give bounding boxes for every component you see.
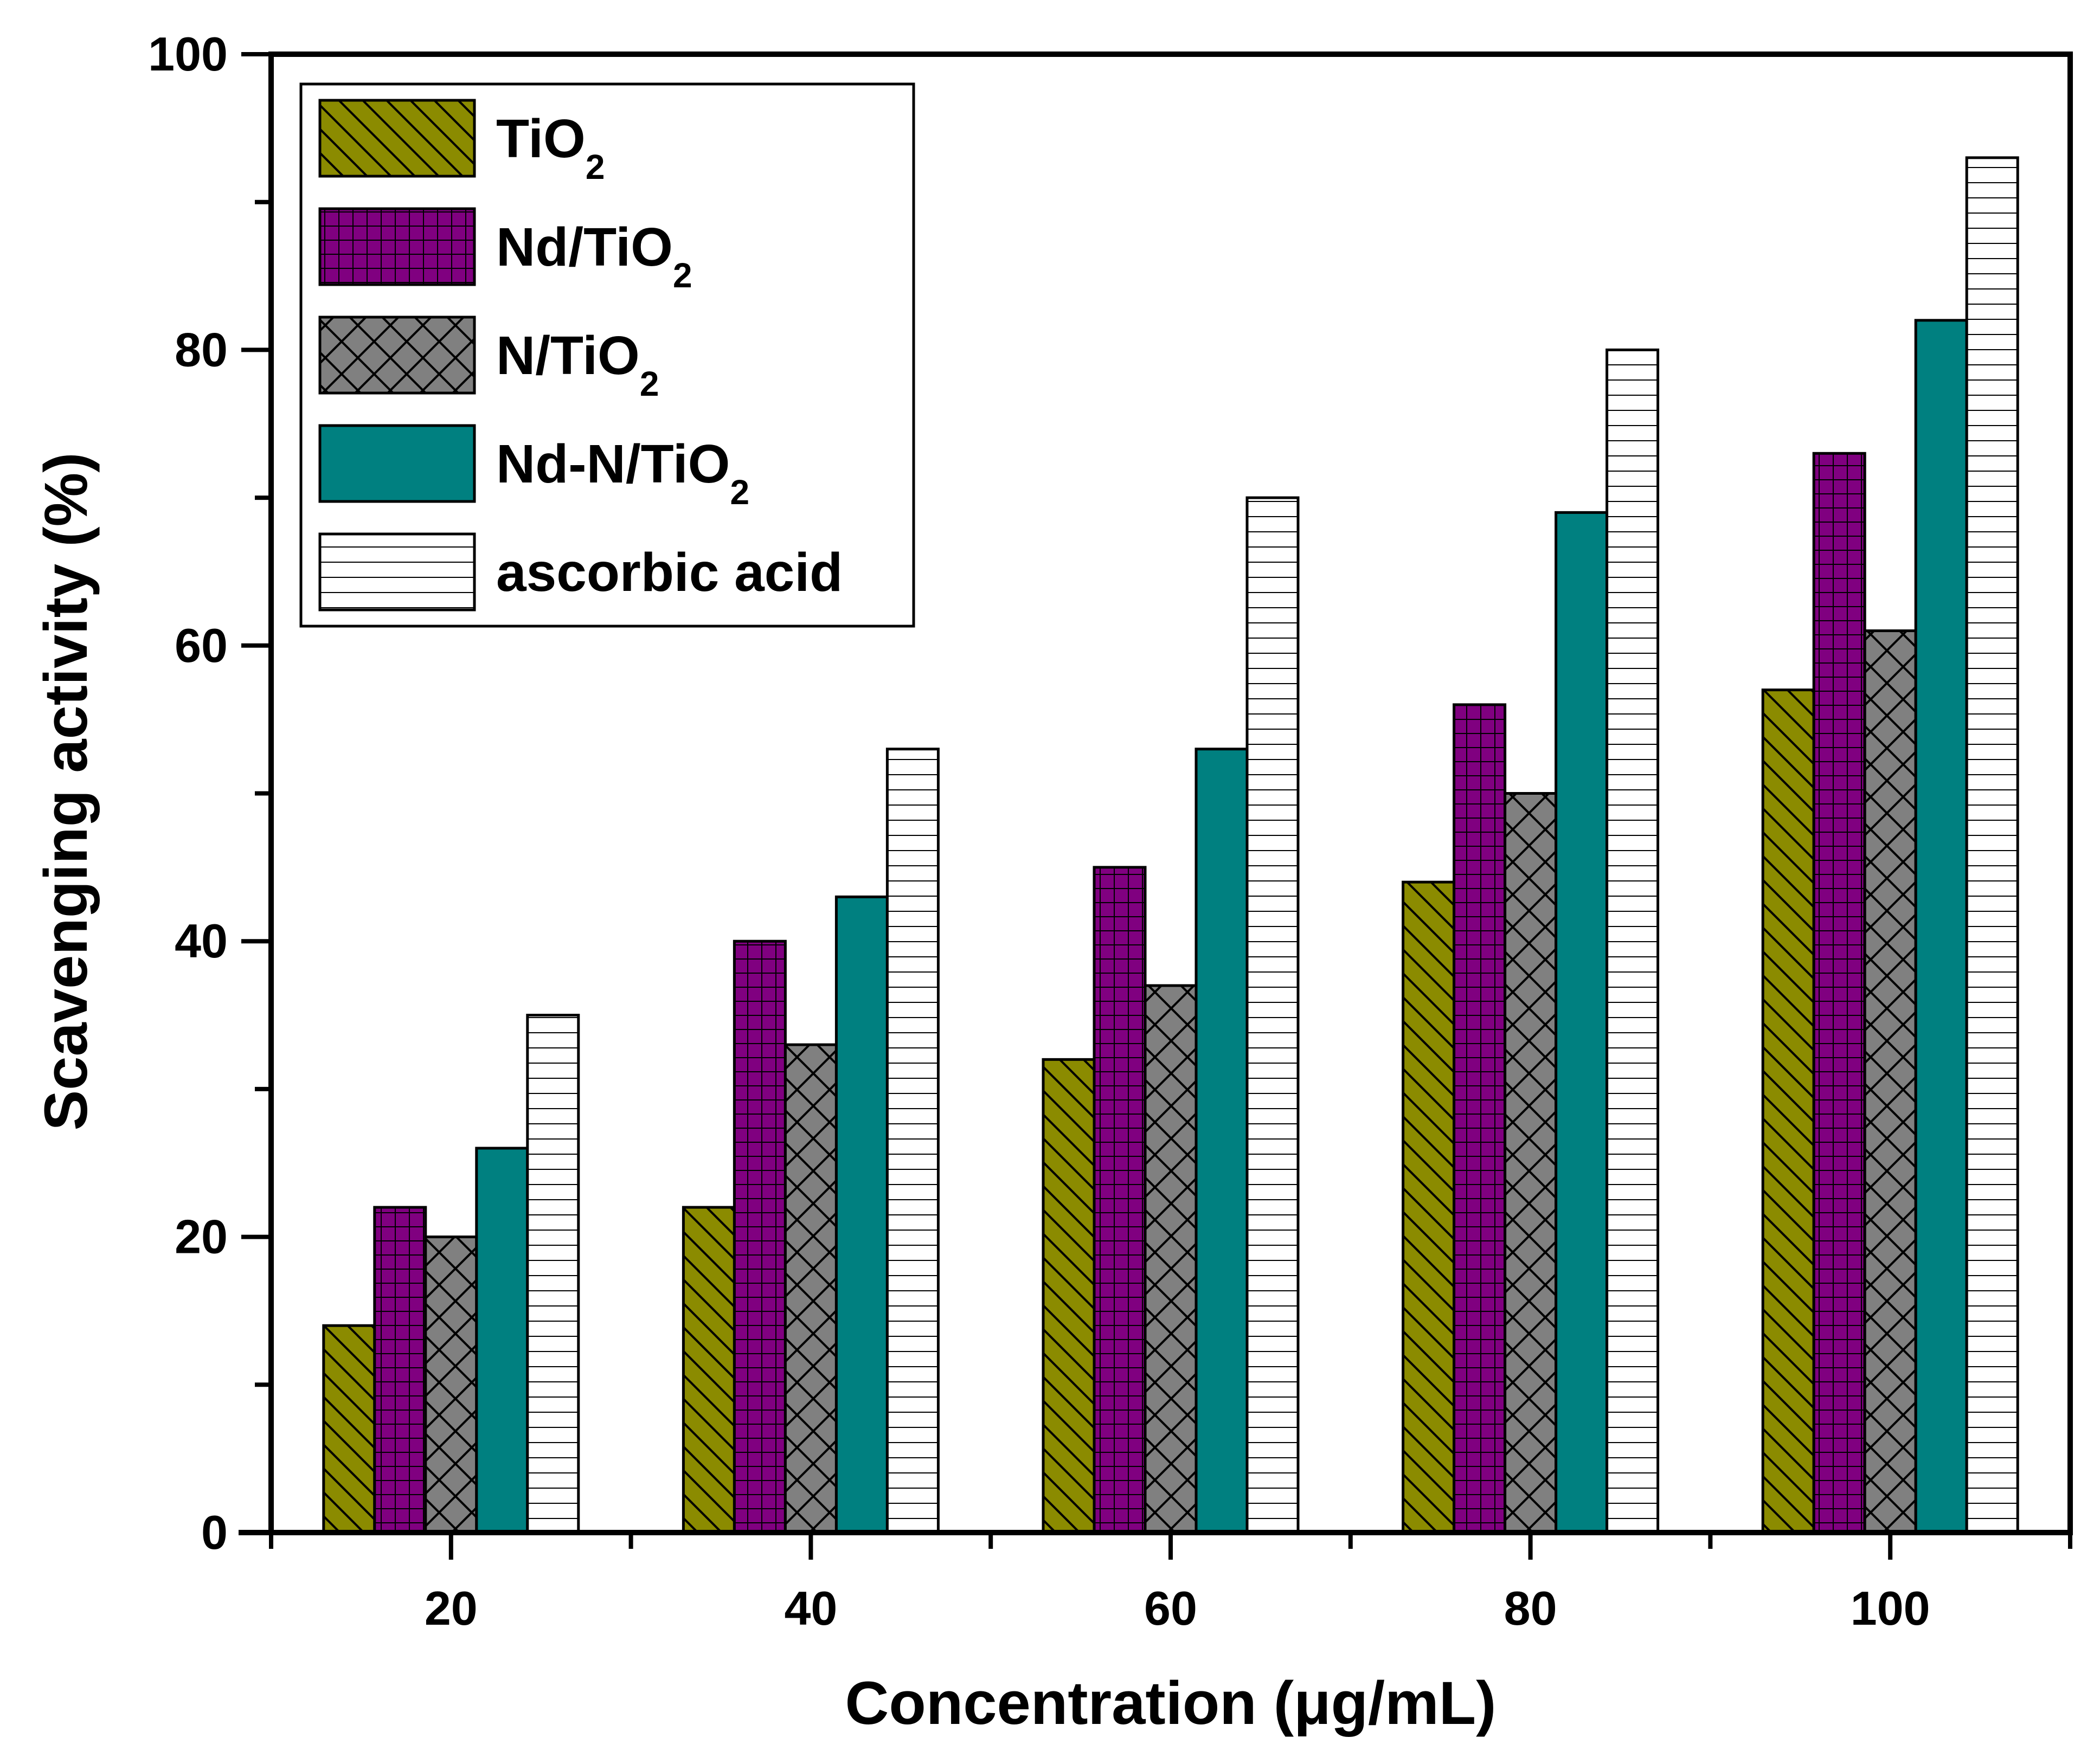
legend-swatch [318, 316, 476, 395]
bar-ascorbic-acid-60 [1245, 496, 1300, 1534]
x-tick-label: 60 [1144, 1581, 1197, 1635]
bar-tio2-80 [1402, 880, 1456, 1534]
bar-tio2-60 [1042, 1058, 1096, 1534]
bar-nd-tio2-80 [1453, 703, 1507, 1534]
legend-swatch [318, 99, 476, 178]
bar-ascorbic-acid-20 [526, 1014, 580, 1534]
bar-ascorbic-acid-40 [885, 748, 940, 1534]
x-tick-label: 80 [1504, 1581, 1557, 1635]
bar-n-tio2-80 [1504, 792, 1558, 1534]
bar-nd-tio2-20 [373, 1206, 427, 1534]
legend-label: ascorbic acid [496, 542, 843, 603]
bar-n-tio2-60 [1144, 984, 1198, 1534]
bar-nd-n-tio2-100 [1914, 319, 1968, 1534]
y-tick-label: 40 [175, 914, 228, 968]
y-tick-label: 0 [201, 1505, 228, 1559]
bar-ascorbic-acid-80 [1605, 348, 1660, 1534]
y-axis: 0 20 40 60 80 100 [148, 27, 271, 1559]
bar-ascorbic-acid-100 [1965, 156, 2019, 1534]
bar-tio2-100 [1761, 688, 1815, 1534]
x-tick-label: 40 [784, 1581, 837, 1635]
bar-nd-tio2-60 [1093, 866, 1147, 1534]
bar-nd-n-tio2-20 [475, 1147, 529, 1534]
bar-n-tio2-40 [784, 1043, 838, 1534]
bar-nd-n-tio2-60 [1195, 748, 1249, 1534]
bar-n-tio2-20 [424, 1235, 478, 1534]
y-axis-title: Scavenging activity (%) [32, 452, 100, 1130]
plot-area: 0 20 40 60 80 100 20 40 60 80 100 [148, 27, 2073, 1635]
y-tick-label: 20 [175, 1210, 228, 1264]
x-tick-label: 20 [425, 1581, 478, 1635]
legend-swatch [318, 424, 476, 503]
legend-swatch [318, 207, 476, 286]
legend-swatch [318, 532, 476, 612]
bar-nd-tio2-40 [733, 939, 787, 1534]
bar-nd-tio2-100 [1812, 452, 1866, 1534]
bar-tio2-20 [322, 1324, 376, 1534]
bar-n-tio2-100 [1863, 629, 1917, 1534]
x-axis-title: Concentration (μg/mL) [845, 1669, 1497, 1737]
y-tick-label: 100 [148, 27, 228, 81]
bar-nd-n-tio2-80 [1555, 511, 1609, 1534]
x-axis: 20 40 60 80 100 [269, 1533, 2072, 1635]
bar-nd-n-tio2-40 [834, 895, 889, 1534]
x-tick-label: 100 [1851, 1581, 1930, 1635]
y-tick-label: 80 [175, 323, 228, 376]
bar-tio2-40 [682, 1206, 736, 1534]
y-tick-label: 60 [175, 619, 228, 672]
